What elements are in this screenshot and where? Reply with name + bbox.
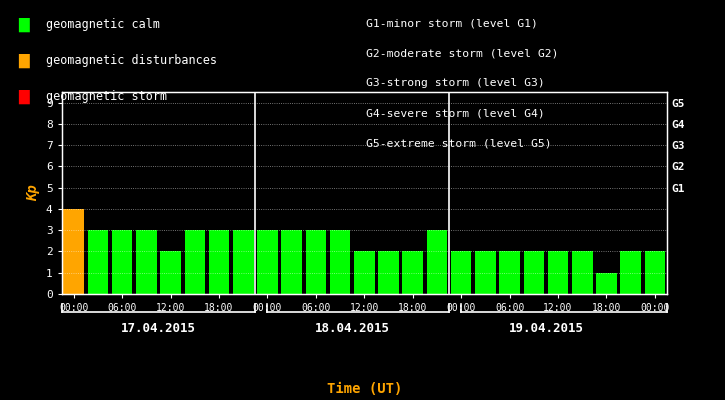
Text: G4-severe storm (level G4): G4-severe storm (level G4)	[366, 108, 545, 118]
Bar	[621, 252, 641, 294]
Bar	[572, 252, 592, 294]
Bar	[281, 230, 302, 294]
Text: G5-extreme storm (level G5): G5-extreme storm (level G5)	[366, 138, 552, 148]
Text: geomagnetic disturbances: geomagnetic disturbances	[46, 54, 217, 67]
Text: 17.04.2015: 17.04.2015	[121, 322, 196, 335]
Text: G1-minor storm (level G1): G1-minor storm (level G1)	[366, 18, 538, 28]
Bar	[354, 252, 375, 294]
Text: █: █	[18, 54, 29, 68]
Bar	[257, 230, 278, 294]
Bar	[160, 252, 181, 294]
Bar	[596, 273, 617, 294]
Y-axis label: Kp: Kp	[26, 185, 41, 201]
Text: geomagnetic calm: geomagnetic calm	[46, 18, 160, 31]
Text: G3-strong storm (level G3): G3-strong storm (level G3)	[366, 78, 545, 88]
Bar	[402, 252, 423, 294]
Text: █: █	[18, 90, 29, 104]
Bar	[475, 252, 496, 294]
Text: G2-moderate storm (level G2): G2-moderate storm (level G2)	[366, 48, 559, 58]
Bar	[427, 230, 447, 294]
Bar	[306, 230, 326, 294]
Bar	[112, 230, 133, 294]
Bar	[330, 230, 350, 294]
Bar	[233, 230, 254, 294]
Bar	[209, 230, 229, 294]
Text: 19.04.2015: 19.04.2015	[508, 322, 584, 335]
Bar	[378, 252, 399, 294]
Bar	[645, 252, 665, 294]
Bar	[64, 209, 84, 294]
Bar	[185, 230, 205, 294]
Bar	[500, 252, 520, 294]
Bar	[523, 252, 544, 294]
Text: geomagnetic storm: geomagnetic storm	[46, 90, 167, 103]
Bar	[88, 230, 108, 294]
Text: 18.04.2015: 18.04.2015	[315, 322, 390, 335]
Bar	[451, 252, 471, 294]
Bar	[136, 230, 157, 294]
Text: Time (UT): Time (UT)	[327, 382, 402, 396]
Bar	[548, 252, 568, 294]
Text: █: █	[18, 18, 29, 32]
